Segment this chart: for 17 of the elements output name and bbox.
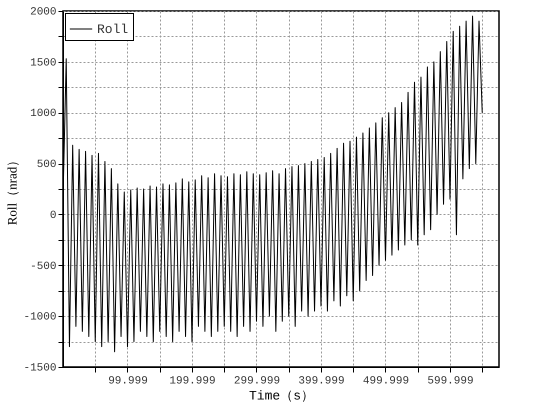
y-tick-label: -1000	[23, 312, 56, 324]
y-tick-label: 1000	[30, 108, 56, 120]
legend-label: Roll	[97, 22, 128, 37]
x-tick-label: 599.999	[427, 376, 474, 388]
x-tick-label: 199.999	[169, 376, 216, 388]
y-tick-label: -1500	[23, 362, 56, 374]
y-tick-label: 500	[36, 159, 56, 172]
x-tick-label: 299.999	[234, 376, 280, 388]
x-axis-title: Time（s）	[248, 388, 314, 404]
y-tick-label: 2000	[30, 6, 56, 18]
x-tick-label: 399.999	[298, 376, 345, 388]
y-tick-label: -500	[30, 260, 56, 273]
x-tick-label: 99.999	[108, 376, 148, 388]
x-tick-label: 499.999	[362, 376, 410, 388]
y-tick-label: 1500	[30, 57, 56, 70]
y-axis-title: Roll（nrad）	[4, 154, 20, 226]
y-tick-label: 0	[50, 210, 56, 222]
